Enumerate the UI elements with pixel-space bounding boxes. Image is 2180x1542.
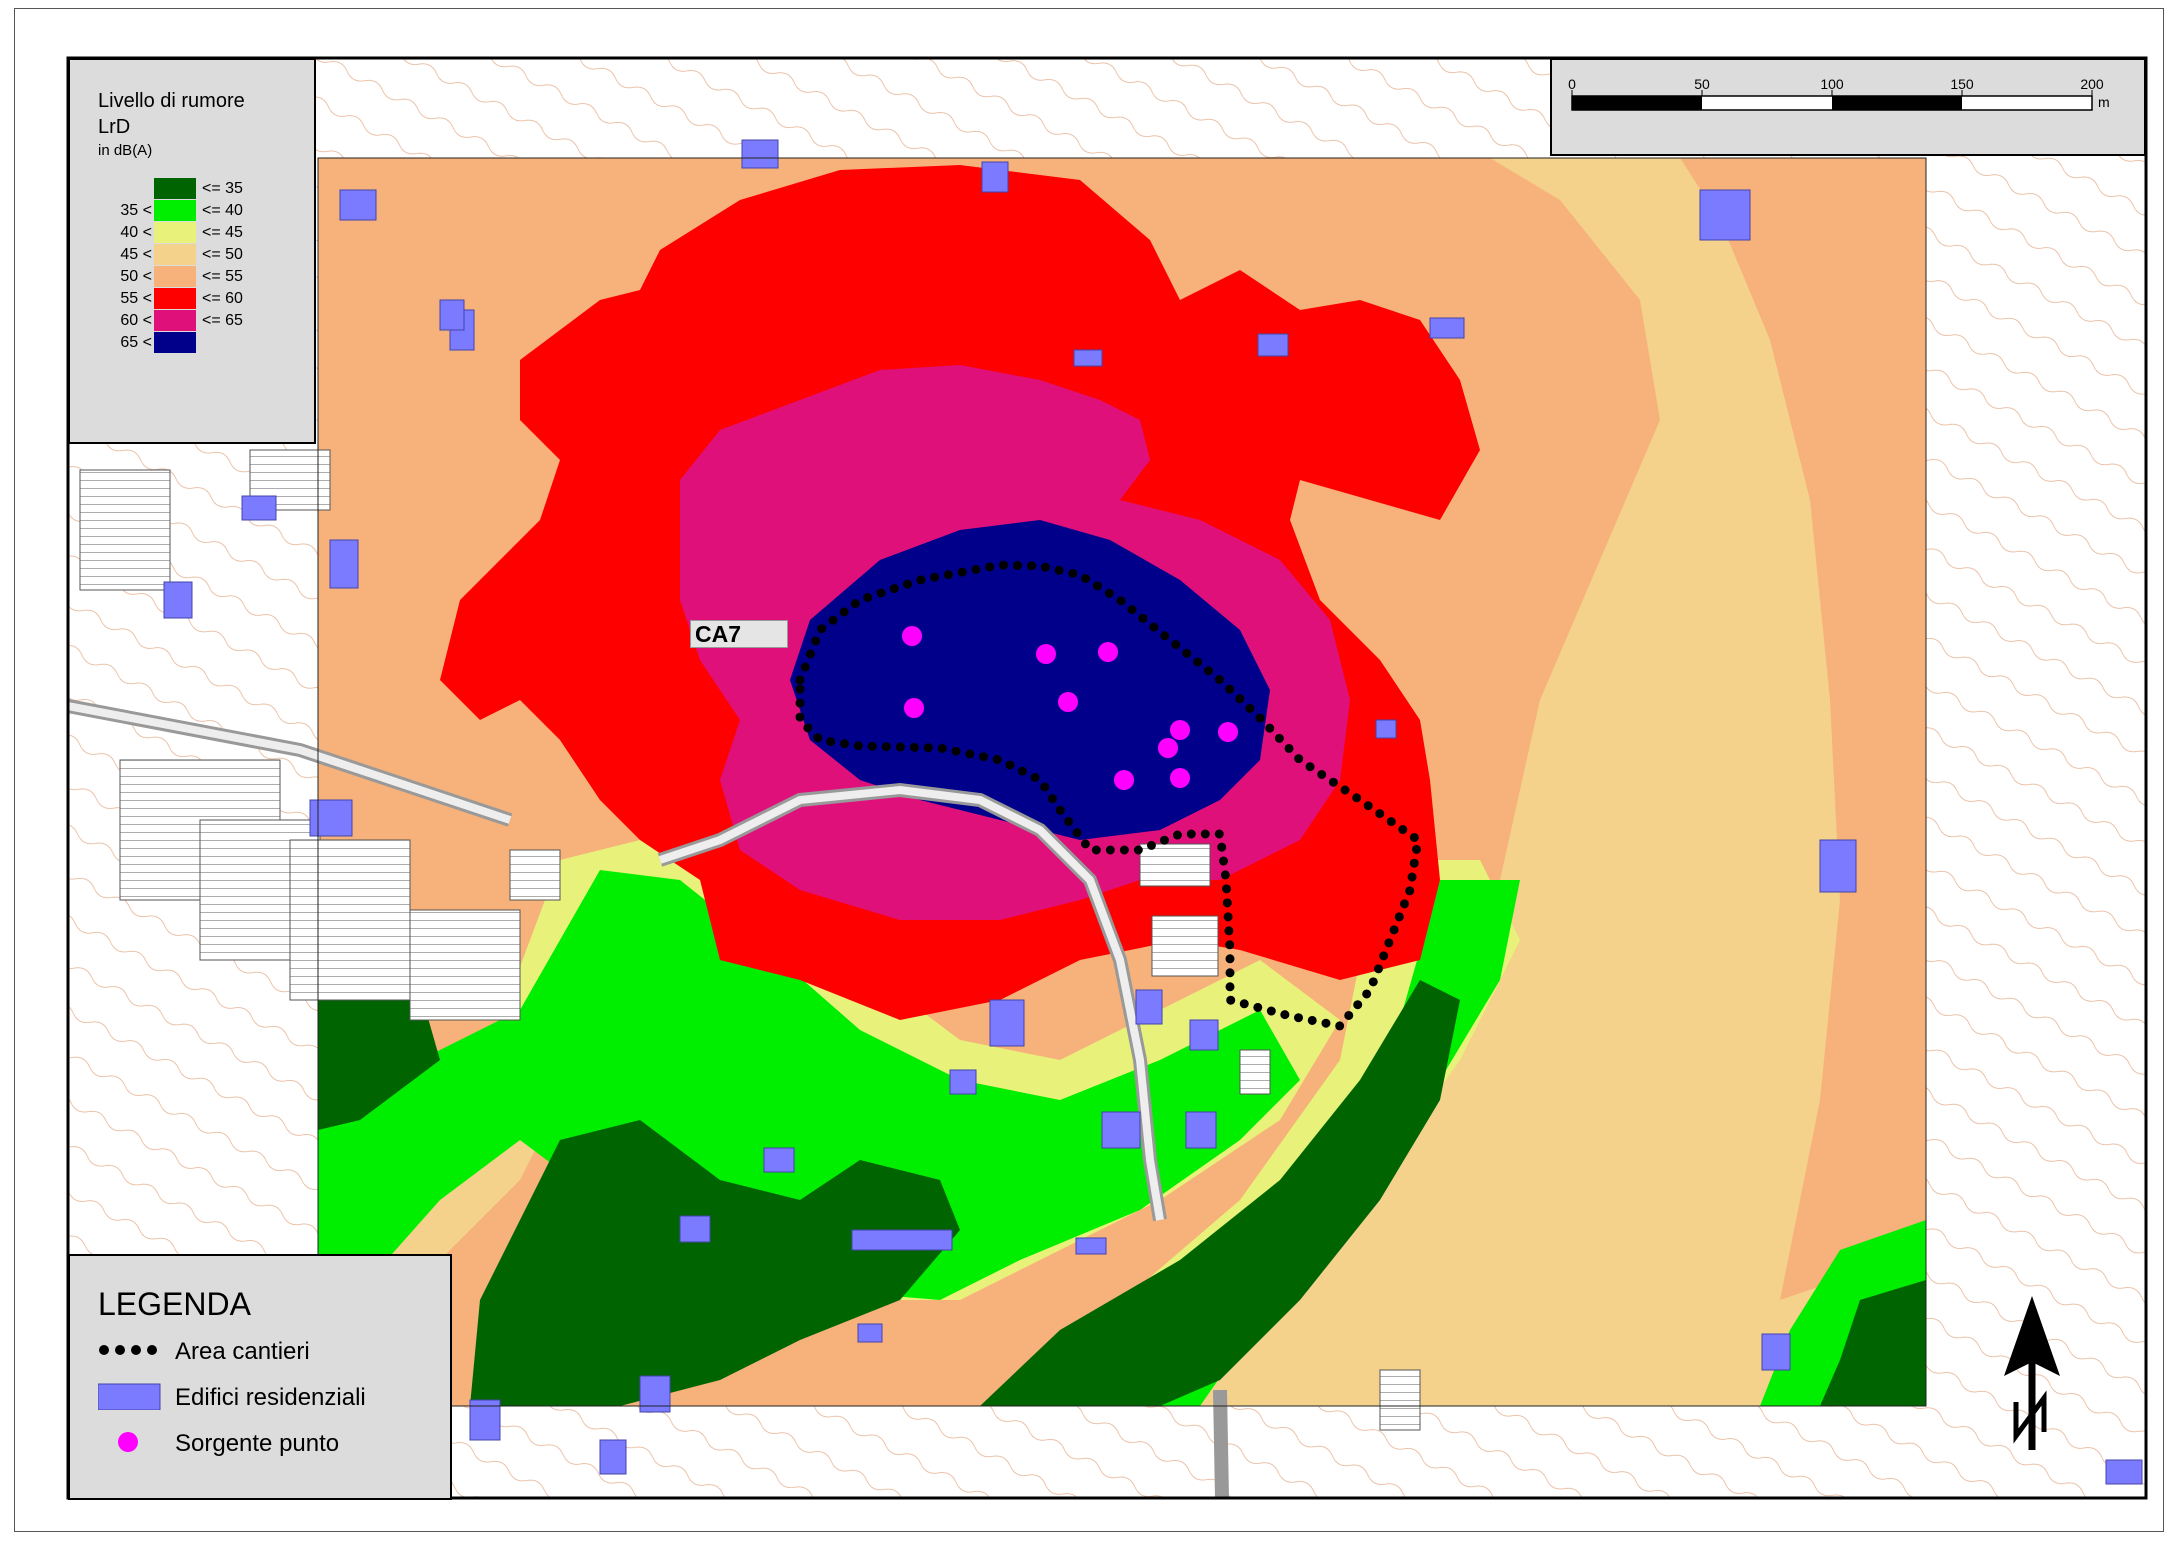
noise-legend-unit: in dB(A) (98, 142, 153, 159)
noise-class-row: 40 < <= 45 (70, 222, 318, 244)
scale-tick-label: 100 (1820, 76, 1844, 92)
noise-class-high: <= 40 (202, 202, 243, 219)
scale-unit: m (2098, 94, 2110, 110)
page-frame (14, 8, 2164, 1532)
noise-class-low: 50 < (120, 268, 152, 285)
scale-bar-graphic (1571, 90, 2093, 111)
noise-zone-gt65 (790, 520, 1270, 840)
legend-title: LEGENDA (98, 1286, 251, 1322)
grid-boundary (317, 157, 1927, 1407)
legend-item-label: Area cantieri (175, 1338, 310, 1365)
scale-tick-label: 50 (1694, 76, 1710, 92)
site-label: CA7 (690, 620, 788, 648)
noise-class-swatch (154, 178, 196, 199)
industrial-buildings (79, 449, 1421, 1431)
construction-area-boundary (795, 560, 1423, 1031)
noise-class-high: <= 35 (202, 180, 243, 197)
noise-class-swatch (154, 244, 196, 265)
map-legend: LEGENDA Area cantieri Edifici residenzia… (68, 1254, 452, 1500)
noise-zone-50-55 (1680, 158, 1926, 1300)
legend-item-point-source: Sorgente punto (70, 1422, 454, 1462)
residential-buildings (163, 139, 2143, 1485)
noise-class-low: 40 < (120, 224, 152, 241)
point-source-icon (118, 1432, 138, 1452)
noise-class-high: <= 60 (202, 290, 243, 307)
dotted-line-icon (99, 1345, 157, 1355)
road (1213, 1389, 1229, 1498)
noise-class-swatch (154, 288, 196, 309)
noise-zone-le35 (980, 980, 1460, 1406)
noise-class-high: <= 65 (202, 312, 243, 329)
noise-class-low: 35 < (120, 202, 152, 219)
noise-zone-40-45 (1040, 860, 1520, 1406)
noise-class-row: 45 < <= 50 (70, 244, 318, 266)
noise-class-low: 60 < (120, 312, 152, 329)
noise-class-high: <= 55 (202, 268, 243, 285)
noise-class-high: <= 45 (202, 224, 243, 241)
noise-class-low: 45 < (120, 246, 152, 263)
scale-tick-label: 0 (1568, 76, 1576, 92)
north-arrow-icon (2004, 1296, 2060, 1450)
scale-bar: 0 50 100 150 200 m (1550, 58, 2146, 156)
noise-class-low: 65 < (120, 334, 152, 351)
legend-item-label: Sorgente punto (175, 1430, 340, 1457)
noise-zone-le35 (470, 1120, 960, 1406)
noise-class-row: <= 35 (70, 178, 318, 200)
noise-class-swatch (154, 332, 196, 353)
noise-class-swatch (154, 222, 196, 243)
legend-item-residential: Edifici residenziali (70, 1376, 454, 1416)
road-center (68, 702, 1164, 1221)
noise-class-row: 60 < <= 65 (70, 310, 318, 332)
noise-zone-45-50 (1040, 158, 1926, 1406)
noise-class-swatch (154, 310, 196, 331)
noise-class-swatch (154, 200, 196, 221)
noise-class-row: 50 < <= 55 (70, 266, 318, 288)
scale-tick-label: 200 (2080, 76, 2104, 92)
legend-item-construction-area: Area cantieri (70, 1330, 454, 1370)
legend-item-label: Edifici residenziali (175, 1384, 366, 1411)
noise-class-high: <= 50 (202, 246, 243, 263)
building-icon (98, 1383, 161, 1410)
noise-class-row: 65 < (70, 332, 318, 354)
noise-zone-le35 (1820, 1280, 1926, 1406)
noise-class-row: 35 < <= 40 (70, 200, 318, 222)
noise-class-low: 55 < (120, 290, 152, 307)
noise-class-swatch (154, 266, 196, 287)
map-frame (66, 56, 2148, 1500)
point-sources (902, 626, 1238, 790)
noise-zone-le35 (318, 990, 440, 1130)
noise-legend-subtitle: LrD (98, 116, 131, 138)
noise-class-row: 55 < <= 60 (70, 288, 318, 310)
noise-level-legend: Livello di rumore LrD in dB(A) <= 35 35 <… (68, 58, 316, 444)
scale-tick-label: 150 (1950, 76, 1974, 92)
noise-zone-35-40 (318, 870, 1300, 1406)
noise-legend-title: Livello di rumore (98, 90, 245, 112)
